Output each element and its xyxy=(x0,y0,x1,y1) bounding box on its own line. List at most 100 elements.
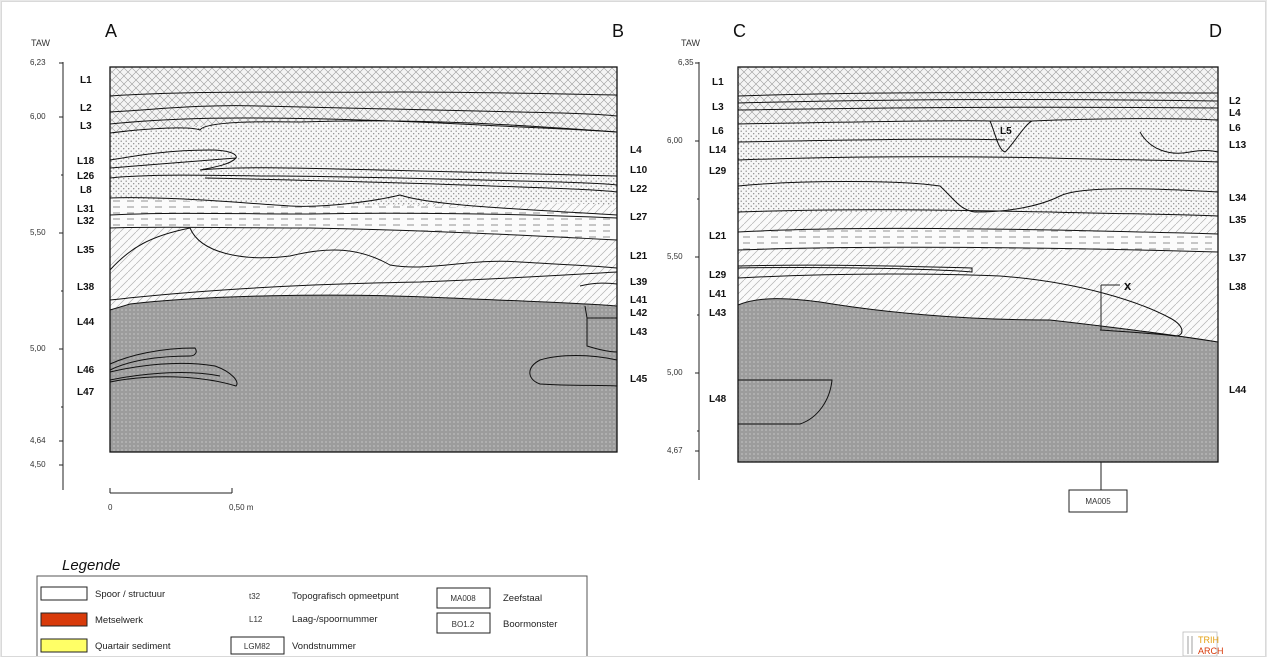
scale-start-label: 0 xyxy=(108,503,113,512)
section-outline xyxy=(109,66,618,453)
layer-label: L34 xyxy=(1229,193,1247,204)
layer-label: L14 xyxy=(709,145,727,156)
taw-axis-label: TAW xyxy=(31,38,50,48)
legend-box xyxy=(36,575,588,656)
legend-sample-code: MA008 xyxy=(450,594,476,603)
legend-sample-box xyxy=(436,587,491,609)
layer-label: L47 xyxy=(77,387,95,398)
layer-label: L4 xyxy=(1229,108,1241,119)
layer-label: L43 xyxy=(630,327,648,338)
banded-layer xyxy=(738,229,1218,252)
layer-label: L29 xyxy=(709,166,727,177)
layer-label: L26 xyxy=(77,171,95,182)
gravel-layer-l44 xyxy=(738,298,1218,462)
legend-code-label: Laag-/spoornummer xyxy=(292,614,378,625)
legend-swatch-masonry xyxy=(40,612,88,627)
layer-label: L32 xyxy=(77,216,95,227)
legend-code-label: Vondstnummer xyxy=(292,641,356,652)
corner-label-b: B xyxy=(612,21,624,41)
topsoil-layer xyxy=(110,67,617,133)
layer-label: L10 xyxy=(630,165,648,176)
layer-label: L46 xyxy=(77,365,95,376)
profile-right: C D TAW 6,35 6,00 5,50 5,00 4,67 xyxy=(667,21,1247,513)
legend-item-label: Quartair sediment xyxy=(95,641,171,652)
layer-label: L21 xyxy=(630,251,648,262)
legend-code: L12 xyxy=(249,615,263,624)
layer-boundaries xyxy=(109,91,618,387)
layer-label: L45 xyxy=(630,374,648,385)
gravel-layer-l44 xyxy=(110,295,617,452)
scale-bar: 0 0,50 m xyxy=(108,488,254,512)
legend-code: LGM82 xyxy=(244,642,271,651)
layer-label: L6 xyxy=(1229,123,1241,134)
layer-label: L2 xyxy=(1229,96,1241,107)
layer-label: L3 xyxy=(80,121,92,132)
layer-label: L6 xyxy=(712,126,724,137)
layer-label: L43 xyxy=(709,308,727,319)
sample-marker: x MA005 xyxy=(1068,278,1132,513)
axis-ticks xyxy=(695,62,699,452)
banded-layer xyxy=(110,198,617,240)
layer-label: L39 xyxy=(630,277,648,288)
legend-item-label: Metselwerk xyxy=(95,615,143,626)
layer-label: L2 xyxy=(80,103,92,114)
layer-label: L35 xyxy=(1229,215,1247,226)
layer-label: L1 xyxy=(80,75,92,86)
legend-swatch-structure xyxy=(40,586,88,601)
logo-text: TRIH xyxy=(1198,635,1219,645)
layer-label: L37 xyxy=(1229,253,1247,264)
legend-core-box xyxy=(436,612,491,634)
layer-labels-right: L2 L4 L6 L13 L34 L35 L37 L38 L44 xyxy=(1229,96,1247,396)
tick-label: 4,64 xyxy=(30,436,46,445)
legend-sample-label: Zeefstaal xyxy=(503,593,542,604)
tick-label: 6,35 xyxy=(678,58,694,67)
profile-left: A B TAW 6,23 6,00 5,50 5,00 4,64 4,50 xyxy=(30,21,648,512)
axis-ticks xyxy=(59,62,63,466)
layer-labels-left: L1 L3 L6 L14 L29 L21 L29 L41 L43 L48 xyxy=(709,77,727,405)
corner-label-a: A xyxy=(105,21,117,41)
layer-boundaries xyxy=(737,91,1219,425)
layer-label: L27 xyxy=(630,212,648,223)
tick-label: 5,00 xyxy=(667,368,683,377)
layer-label: L38 xyxy=(77,282,95,293)
layer-label: L31 xyxy=(77,204,95,215)
layer-label: L29 xyxy=(709,270,727,281)
tick-label: 6,23 xyxy=(30,58,46,67)
layer-label: L4 xyxy=(630,145,642,156)
legend-sample-code: BO1.2 xyxy=(452,620,475,629)
layer-label-l5: L5 xyxy=(1000,126,1012,137)
corner-label-d: D xyxy=(1209,21,1222,41)
layer-label: L8 xyxy=(80,185,92,196)
tick-label: 5,50 xyxy=(30,228,46,237)
layer-label: L3 xyxy=(712,102,724,113)
legend-find-box xyxy=(230,636,285,655)
tick-label: 6,00 xyxy=(667,136,683,145)
layer-label: L38 xyxy=(1229,282,1247,293)
sand-layer xyxy=(738,119,1218,218)
sample-label: MA005 xyxy=(1085,497,1111,506)
legend-title: Legende xyxy=(62,557,120,574)
sample-point-x-icon: x xyxy=(1124,278,1132,293)
layer-label: L35 xyxy=(77,245,95,256)
layer-labels-left: L1 L2 L3 L18 L26 L8 L31 L32 L35 L38 L44 … xyxy=(77,75,95,398)
tick-label: 4,50 xyxy=(30,460,46,469)
section-outline xyxy=(737,66,1219,463)
layer-label: L1 xyxy=(712,77,724,88)
taw-axis-label: TAW xyxy=(681,38,700,48)
layer-label: L18 xyxy=(77,156,95,167)
tick-label: 5,50 xyxy=(667,252,683,261)
sand-layer xyxy=(110,120,617,206)
layer-label: L21 xyxy=(709,231,727,242)
layer-label: L22 xyxy=(630,184,648,195)
layer-label: L48 xyxy=(709,394,727,405)
layer-label: L42 xyxy=(630,308,648,319)
legend-code: t32 xyxy=(249,592,261,601)
layer-label: L41 xyxy=(709,289,727,300)
tick-label: 4,67 xyxy=(667,446,683,455)
layer-label: L44 xyxy=(77,317,95,328)
layer-label: L41 xyxy=(630,295,648,306)
layer-label: L44 xyxy=(1229,385,1247,396)
layer-label: L13 xyxy=(1229,140,1247,151)
legend-code-label: Topografisch opmeetpunt xyxy=(292,591,399,602)
